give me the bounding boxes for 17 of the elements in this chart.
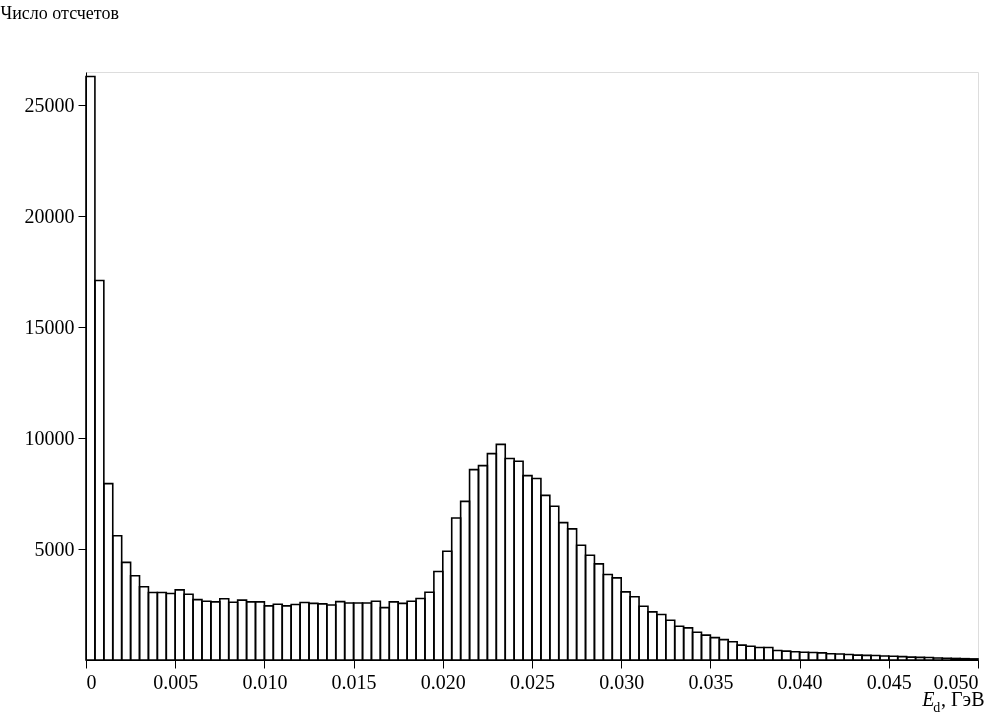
x-tick-label: 0.030 xyxy=(599,670,645,693)
y-tick-label: 10000 xyxy=(24,426,75,449)
x-tick-label: 0.025 xyxy=(510,670,555,693)
x-tick-label: 0.010 xyxy=(242,670,288,693)
x-tick-label: 0.005 xyxy=(153,670,199,693)
x-tick-label: 0.040 xyxy=(777,670,823,693)
y-tick-label: 20000 xyxy=(24,204,75,227)
x-tick-label: 0 xyxy=(86,670,97,693)
x-tick-label: 0.050 xyxy=(933,670,979,693)
y-axis-title: Число отсчетов xyxy=(0,2,119,23)
x-tick-label: 0.045 xyxy=(866,670,912,693)
x-tick-label: 0.035 xyxy=(688,670,734,693)
y-tick-label: 5000 xyxy=(34,537,75,560)
y-tick-label: 25000 xyxy=(24,93,75,116)
x-tick-label: 0.015 xyxy=(331,670,377,693)
y-tick-label: 15000 xyxy=(24,315,75,338)
x-tick-label: 0.020 xyxy=(420,670,466,693)
